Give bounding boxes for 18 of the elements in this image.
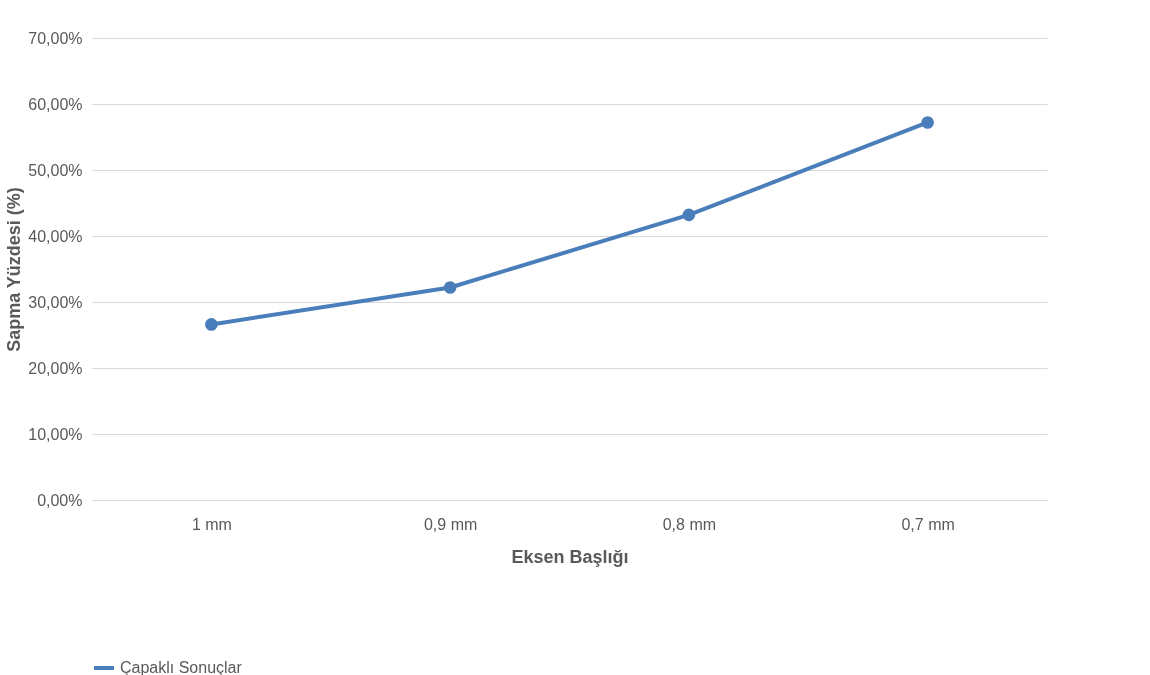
y-tick-label: 30,00%	[28, 293, 83, 311]
x-tick-label: 0,8 mm	[662, 515, 717, 533]
point	[443, 281, 457, 294]
x-axis-title: Eksen Başlığı	[511, 546, 629, 567]
y-tick-label: 20,00%	[28, 359, 83, 377]
x-tick-label: 0,9 mm	[423, 515, 478, 533]
x-tick-label: 0,7 mm	[901, 515, 955, 533]
point	[921, 116, 934, 129]
x-tick-label: 1 mm	[191, 515, 232, 533]
y-tick-label: 0,00%	[37, 491, 83, 509]
y-axis-title: Sapma Yüzdesi (%)	[4, 187, 25, 352]
y-tick-label: 40,00%	[28, 227, 83, 245]
point	[205, 318, 218, 331]
y-tick-label: 60,00%	[28, 95, 83, 113]
point	[682, 208, 696, 222]
y-tick-label: 10,00%	[28, 425, 83, 443]
y-tick-label: 50,00%	[28, 161, 83, 179]
y-tick-label: 70,00%	[28, 29, 83, 47]
